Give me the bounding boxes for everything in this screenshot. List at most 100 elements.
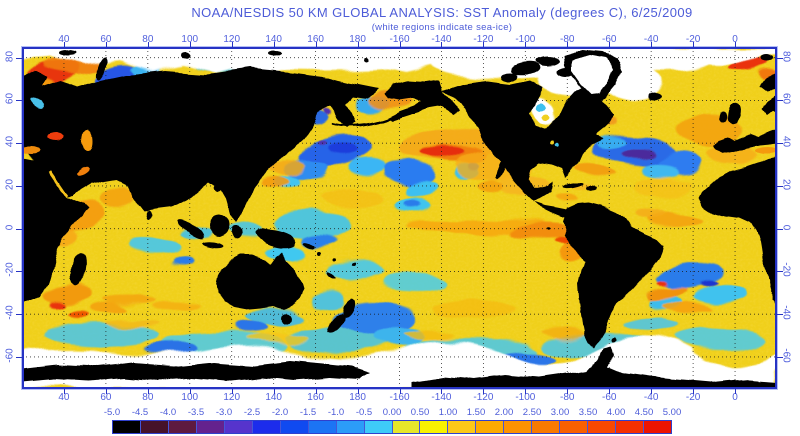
great-britain <box>727 102 741 124</box>
axis-tick <box>777 143 783 145</box>
axis-tick <box>147 42 149 47</box>
colorbar-value-label: -3.5 <box>187 407 205 418</box>
axis-tick <box>777 57 783 59</box>
philippines <box>231 189 239 205</box>
lon-tick-label: -40 <box>643 392 659 403</box>
lon-tick-label: -100 <box>515 34 536 45</box>
mediterranean-east <box>22 147 39 155</box>
galapagos <box>544 227 548 231</box>
cuba <box>562 180 584 188</box>
axis-tick <box>399 42 401 47</box>
axis-tick <box>16 143 22 145</box>
lat-tick-label: 20 <box>4 178 16 190</box>
axis-tick <box>189 42 191 47</box>
axis-tick <box>777 185 783 187</box>
colorbar-segment <box>616 421 645 433</box>
norway-east-edge <box>760 73 777 91</box>
west-africa <box>698 159 777 304</box>
lat-tick-label: 0 <box>780 224 792 230</box>
axis-tick <box>483 389 485 394</box>
lat-tick-label: 20 <box>780 178 792 190</box>
axis-tick <box>273 389 275 394</box>
axis-tick <box>189 389 191 394</box>
tasmania <box>280 313 290 325</box>
colorbar-value-label: -0.5 <box>355 407 373 418</box>
colorbar-segment <box>336 421 365 433</box>
colorbar-value-label: -4.5 <box>131 407 149 418</box>
colorbar-value-label: -2.5 <box>243 407 261 418</box>
colorbar-value-label: -4.0 <box>159 407 177 418</box>
axis-tick <box>63 389 65 394</box>
colorbar-value-label: -5.0 <box>103 407 121 418</box>
lat-tick-label: 80 <box>4 50 16 62</box>
page-title: NOAA/NESDIS 50 KM GLOBAL ANALYSIS: SST A… <box>191 5 693 20</box>
axis-tick <box>777 228 783 230</box>
colorbar-value-label: -3.0 <box>215 407 233 418</box>
axis-tick <box>651 42 653 47</box>
colorbar-segment <box>476 421 505 433</box>
lon-tick-label: 160 <box>307 34 324 45</box>
sulawesi <box>231 226 243 240</box>
axis-tick <box>315 42 317 47</box>
axis-tick <box>399 389 401 394</box>
figure-subtitle: (white regions indicate sea-ice) <box>371 22 513 33</box>
colorbar-value-label: 3.00 <box>550 407 570 418</box>
axis-tick <box>16 228 22 230</box>
colorbar-segment <box>196 421 225 433</box>
colorbar-segment <box>644 421 672 433</box>
colorbar-segment <box>420 421 449 433</box>
greenland-ice-cap <box>571 55 614 95</box>
colorbar-segment <box>252 421 281 433</box>
colorbar-value-label: -1.0 <box>327 407 345 418</box>
axis-tick <box>16 100 22 102</box>
colorbar-value-label: 1.50 <box>466 407 486 418</box>
novaya-zemlya <box>96 58 108 80</box>
axis-tick <box>609 389 611 394</box>
colorbar-segment <box>588 421 617 433</box>
sri-lanka <box>146 211 152 221</box>
axis-tick <box>16 271 22 273</box>
colorbar-segment <box>140 421 169 433</box>
persian-gulf <box>76 166 90 176</box>
colorbar-value-label: 1.00 <box>438 407 458 418</box>
lon-tick-label: 60 <box>100 392 112 403</box>
aleutian-islands <box>331 115 395 128</box>
new-zealand-north <box>342 299 356 319</box>
lon-tick-label: 100 <box>181 392 199 403</box>
sumatra <box>177 219 203 239</box>
colorbar-segment <box>113 421 141 433</box>
red-sea <box>48 170 69 197</box>
lon-tick-label: -20 <box>685 34 701 45</box>
axis-tick <box>441 389 443 394</box>
lon-tick-label: -140 <box>431 392 452 403</box>
lat-tick-label: 60 <box>4 93 16 105</box>
colorbar-segment <box>364 421 393 433</box>
colorbar-segment <box>392 421 421 433</box>
lon-tick-label: 120 <box>223 392 241 403</box>
lon-tick-label: -100 <box>515 392 536 403</box>
sakhalin <box>294 111 302 135</box>
lon-tick-label: 160 <box>307 392 324 403</box>
lon-tick-label: -160 <box>389 34 410 45</box>
axis-tick <box>651 389 653 394</box>
lat-tick-label: -20 <box>780 262 792 278</box>
antarctica-west-peninsula <box>412 346 777 389</box>
madagascar <box>70 254 86 284</box>
lon-tick-label: 120 <box>223 34 241 45</box>
lat-tick-label: -60 <box>4 348 16 363</box>
new-guinea <box>255 229 297 249</box>
axis-tick <box>16 314 22 316</box>
axis-tick <box>441 42 443 47</box>
lat-tick-label: -20 <box>4 262 16 278</box>
axis-tick <box>63 42 65 47</box>
great-lakes <box>552 142 556 146</box>
alaska <box>384 80 459 121</box>
axis-tick <box>231 389 233 394</box>
lat-tick-label: -60 <box>780 348 792 363</box>
borneo <box>208 213 230 237</box>
axis-tick <box>525 389 527 394</box>
axis-tick <box>147 389 149 394</box>
axis-tick <box>609 42 611 47</box>
axis-tick <box>735 42 737 47</box>
